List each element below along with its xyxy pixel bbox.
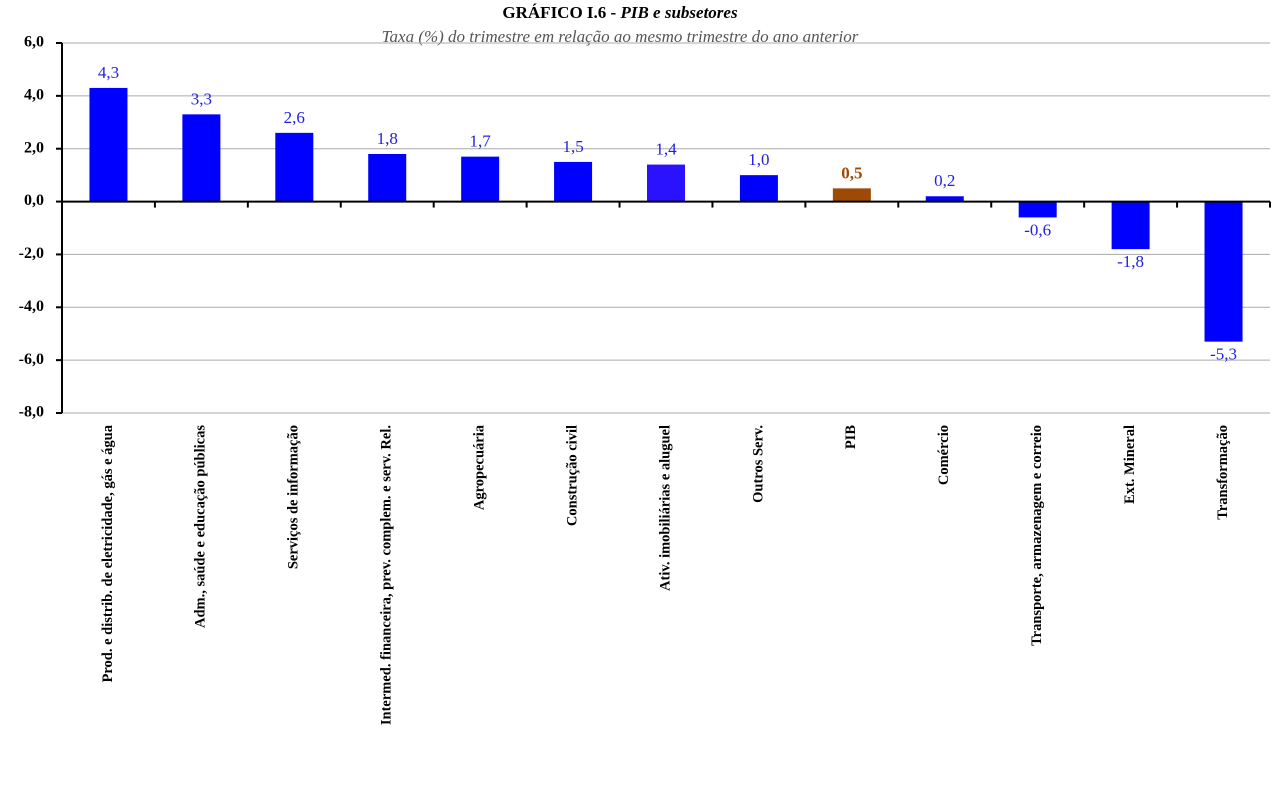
bar xyxy=(275,132,314,202)
bar xyxy=(1111,201,1150,250)
bar xyxy=(89,87,128,202)
value-label: -5,3 xyxy=(1210,345,1237,364)
bar xyxy=(554,161,593,202)
bar xyxy=(832,188,871,202)
value-label: 1,8 xyxy=(377,129,398,148)
bar xyxy=(1018,201,1057,218)
bar xyxy=(182,114,221,202)
value-label: 3,3 xyxy=(191,89,212,108)
value-label: 4,3 xyxy=(98,63,119,82)
y-tick-label: -4,0 xyxy=(19,298,44,315)
value-label: 1,5 xyxy=(562,137,583,156)
value-label: -1,8 xyxy=(1117,252,1144,271)
x-tick-label: Intermed. financeira, prev. complem. e s… xyxy=(379,425,395,725)
x-tick-label: Prod. e distrib. de eletricidade, gás e … xyxy=(100,424,116,682)
x-tick-label: Serviços de informação xyxy=(286,425,302,569)
title-emphasis: PIB e subsetores xyxy=(619,3,738,22)
bar xyxy=(461,156,500,202)
chart-subtitle: Taxa (%) do trimestre em relação ao mesm… xyxy=(382,27,859,46)
x-tick-label: Transformação xyxy=(1215,425,1231,520)
x-tick-label: Ativ. imobiliárias e aluguel xyxy=(657,425,673,591)
value-label: 2,6 xyxy=(284,108,305,127)
x-tick-label: Adm., saúde e educação públicas xyxy=(193,425,209,628)
y-tick-label: 2,0 xyxy=(24,139,44,156)
y-tick-label: -8,0 xyxy=(19,404,44,421)
value-label: 1,4 xyxy=(655,139,677,158)
x-tick-label: Agropecuária xyxy=(471,424,487,510)
y-tick-label: 4,0 xyxy=(24,87,44,104)
value-label: 0,2 xyxy=(934,171,955,190)
value-label: 1,0 xyxy=(748,150,769,169)
chart-title: GRÁFICO I.6 - PIB e subsetores xyxy=(502,3,738,22)
bar xyxy=(1204,201,1243,342)
y-tick-label: 6,0 xyxy=(24,34,44,51)
x-tick-label: Construção civil xyxy=(564,425,580,526)
value-label: 0,5 xyxy=(841,163,862,182)
bar xyxy=(925,196,964,202)
x-tick-label: Outros Serv. xyxy=(750,425,766,503)
value-label: -0,6 xyxy=(1024,220,1051,239)
y-tick-label: 0,0 xyxy=(24,192,44,209)
y-tick-label: -2,0 xyxy=(19,245,44,262)
value-label: 1,7 xyxy=(470,132,492,151)
bar xyxy=(647,164,685,202)
title-main: GRÁFICO I.6 - xyxy=(502,3,616,22)
x-tick-label: Transporte, armazenagem e correio xyxy=(1029,425,1045,646)
y-tick-label: -6,0 xyxy=(19,351,44,368)
x-tick-label: Ext. Mineral xyxy=(1122,425,1138,504)
bar xyxy=(368,154,407,202)
bar xyxy=(739,175,778,202)
x-tick-label: Comércio xyxy=(936,425,952,485)
x-tick-label: PIB xyxy=(843,425,859,450)
